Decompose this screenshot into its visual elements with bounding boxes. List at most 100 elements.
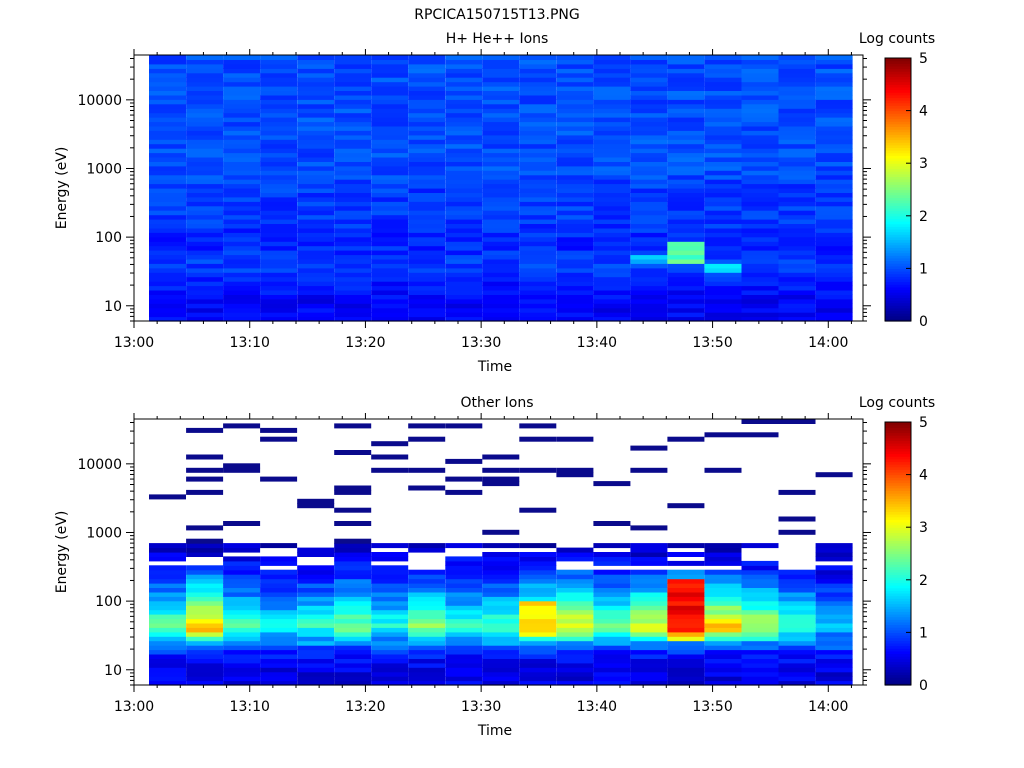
colorbar-segment	[885, 422, 911, 426]
y-tick-label: 1000	[86, 161, 122, 177]
heatmap-cell	[482, 454, 520, 460]
colorbar-segment	[885, 89, 911, 93]
heatmap-cell	[593, 627, 631, 633]
heatmap-cell	[371, 254, 409, 260]
heatmap-cell	[297, 258, 335, 264]
colorbar-segment	[885, 302, 911, 306]
heatmap-cell	[223, 196, 261, 202]
heatmap-cell	[186, 250, 224, 256]
heatmap-cell	[223, 316, 261, 322]
heatmap-cell	[630, 645, 668, 651]
heatmap-cell	[260, 196, 298, 202]
heatmap-cell	[223, 543, 261, 549]
colorbar-segment	[885, 482, 911, 486]
heatmap-cell	[630, 55, 668, 60]
heatmap-cell	[223, 312, 261, 318]
heatmap-cell	[149, 294, 186, 300]
heatmap-cell	[667, 134, 705, 140]
heatmap-cell	[223, 667, 261, 673]
heatmap-cell	[630, 241, 668, 247]
heatmap-cell	[186, 205, 224, 211]
heatmap-cell	[704, 547, 742, 553]
colorbar-segment	[885, 521, 911, 526]
heatmap-cell	[149, 591, 186, 597]
heatmap-cell	[371, 227, 409, 233]
heatmap-cell	[371, 236, 409, 242]
heatmap-cell	[815, 578, 853, 584]
x-tick-label: 13:30	[461, 699, 501, 715]
heatmap-cell	[482, 143, 520, 149]
heatmap-cell	[519, 170, 557, 176]
colorbar-segment	[885, 247, 911, 251]
heatmap-cell	[519, 667, 557, 673]
colorbar-segment	[885, 218, 911, 222]
heatmap-cell	[630, 312, 668, 318]
heatmap-cell	[149, 276, 186, 282]
heatmap-cell	[593, 90, 631, 96]
heatmap-cell	[149, 236, 186, 242]
heatmap-cell	[482, 294, 520, 300]
heatmap-cell	[149, 219, 186, 224]
heatmap-cell	[186, 543, 224, 549]
heatmap-cell	[223, 139, 261, 145]
heatmap-cell	[704, 263, 742, 269]
colorbar-segment	[885, 495, 911, 499]
heatmap-cell	[556, 250, 594, 256]
heatmap-cell	[334, 596, 372, 602]
heatmap-cell	[704, 583, 742, 588]
heatmap-cell	[815, 81, 853, 87]
heatmap-cell	[630, 578, 668, 584]
heatmap-cell	[297, 130, 335, 136]
heatmap-cell	[408, 188, 446, 193]
heatmap-cell	[223, 81, 261, 87]
heatmap-cell	[482, 232, 520, 238]
heatmap-cell	[297, 94, 335, 100]
heatmap-cell	[593, 112, 631, 118]
heatmap-cell	[778, 232, 816, 238]
heatmap-cell	[482, 245, 520, 251]
heatmap-cell	[667, 63, 705, 69]
heatmap-cell	[482, 183, 520, 189]
heatmap-cell	[223, 143, 261, 149]
heatmap-cell	[519, 569, 557, 575]
heatmap-cell	[408, 587, 446, 593]
heatmap-cell	[667, 591, 705, 597]
panel-title: Other Ions	[460, 395, 533, 411]
heatmap-cell	[297, 552, 335, 557]
heatmap-cell	[519, 294, 557, 300]
heatmap-cell	[778, 201, 816, 207]
heatmap-cell	[334, 556, 372, 562]
heatmap-cell	[297, 498, 335, 504]
heatmap-cell	[556, 192, 594, 198]
heatmap-cell	[408, 312, 446, 318]
heatmap-cell	[630, 112, 668, 118]
heatmap-cell	[704, 232, 742, 238]
heatmap-cell	[556, 649, 594, 655]
heatmap-cell	[149, 205, 186, 211]
heatmap-cell	[630, 125, 668, 131]
heatmap-cell	[186, 636, 224, 642]
heatmap-cell	[260, 676, 298, 682]
heatmap-cell	[519, 112, 557, 118]
heatmap-cell	[445, 476, 483, 482]
heatmap-cell	[741, 81, 779, 87]
heatmap-cell	[186, 188, 224, 193]
heatmap-cell	[815, 587, 853, 593]
heatmap-cell	[186, 583, 224, 588]
heatmap-cell	[519, 614, 557, 620]
heatmap-cell	[704, 250, 742, 256]
colorbar-tick-label: 4	[919, 468, 928, 484]
heatmap-cell	[593, 232, 631, 238]
heatmap-cell	[741, 196, 779, 202]
heatmap-cell	[593, 649, 631, 655]
colorbar-label: Log counts	[859, 31, 935, 47]
heatmap-cell	[260, 609, 298, 615]
heatmap-cell	[260, 605, 298, 611]
heatmap-cell	[519, 267, 557, 273]
heatmap-cell	[482, 605, 520, 611]
heatmap-cell	[704, 192, 742, 198]
heatmap-cell	[593, 285, 631, 291]
heatmap-cell	[297, 276, 335, 282]
heatmap-cell	[408, 614, 446, 620]
plot-frame	[133, 418, 864, 686]
